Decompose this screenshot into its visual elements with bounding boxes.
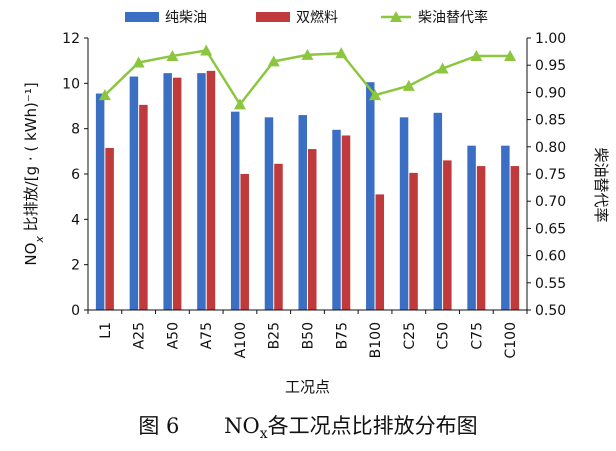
legend-swatch [125, 12, 159, 22]
x-axis-title: 工况点 [285, 378, 330, 396]
marker-substitution-rate [267, 55, 280, 67]
legend-swatch [256, 12, 290, 22]
bar-dual-fuel [274, 163, 283, 310]
y-tick-label: 10 [62, 76, 80, 92]
bar-dual-fuel [510, 166, 520, 310]
x-tick-label: A100 [233, 322, 249, 358]
bar-dual-fuel [139, 104, 148, 310]
caption-main: NO [224, 414, 260, 438]
bar-pure-diesel [163, 73, 172, 310]
x-tick-label: B100 [368, 322, 384, 358]
x-tick-label: A75 [199, 322, 215, 349]
chart: 纯柴油 双燃料 柴油替代率 0246810120.500.550.600.650.7… [22, 9, 610, 396]
marker-substitution-rate [436, 62, 449, 74]
marker-substitution-rate [470, 49, 483, 61]
bar-pure-diesel [332, 129, 341, 310]
y2-tick-label: 0.95 [535, 58, 566, 74]
y2-tick-label: 1.00 [535, 31, 566, 47]
bar-dual-fuel [105, 147, 114, 310]
x-tick-label: C75 [469, 322, 485, 350]
legend-marker [390, 11, 402, 22]
bar-pure-diesel [264, 117, 274, 310]
y2-tick-label: 0.55 [535, 276, 566, 292]
x-tick-label: B25 [267, 322, 283, 349]
caption-figure-number: 图 6 [138, 414, 180, 438]
bar-dual-fuel [375, 194, 385, 310]
bar-pure-diesel [399, 117, 409, 310]
y-axis-title-sub: x [33, 236, 46, 244]
legend: 纯柴油 双燃料 柴油替代率 [125, 9, 488, 26]
y-axis-title-rest: 比排放/[g · ( kWh)⁻¹] [22, 82, 40, 236]
y2-tick-label: 0.75 [535, 167, 566, 183]
caption-sub: x [259, 426, 268, 443]
marker-substitution-rate [233, 98, 246, 110]
axes: 0 2 4 6 8 10 12 0.50 0.55 0.60 0.65 0.70 0.75 0.80 0.8… [22, 31, 610, 396]
bar-dual-fuel [206, 70, 216, 310]
y2-tick-label: 0.50 [535, 303, 566, 319]
x-tick-label: L1 [98, 322, 114, 339]
y-tick-label: 12 [62, 31, 80, 47]
y2-tick-label: 0.65 [535, 221, 566, 237]
y-axis-title: NOx 比排放/[g · ( kWh)⁻¹] [22, 82, 46, 265]
y-axis-title-main: NO [22, 243, 40, 266]
bar-dual-fuel [409, 172, 418, 310]
figure-caption: 图 6 NOx 各工况点比排放分布图 [0, 410, 616, 442]
bar-dual-fuel [476, 166, 486, 310]
x-tick-label: C50 [436, 322, 452, 350]
legend-label: 柴油替代率 [418, 9, 488, 26]
y-tick-label: 4 [71, 212, 80, 228]
marker-substitution-rate [98, 89, 111, 101]
bar-dual-fuel [240, 174, 249, 310]
y2-tick-label: 0.80 [535, 140, 566, 156]
x-tick-label: C100 [503, 322, 519, 359]
bar-dual-fuel [308, 149, 317, 310]
x-tick-label: A50 [165, 322, 181, 349]
x-tick-label: A25 [132, 322, 148, 349]
marker-substitution-rate [301, 48, 314, 60]
y2-tick-label: 0.60 [535, 249, 566, 265]
y2-tick-label: 0.90 [535, 85, 566, 101]
bar-dual-fuel [443, 160, 452, 310]
bar-pure-diesel [95, 93, 105, 311]
bar-pure-diesel [298, 115, 307, 310]
legend-label: 双燃料 [296, 9, 338, 26]
marker-substitution-rate [166, 49, 179, 61]
y-tick-label: 0 [71, 303, 80, 319]
marker-substitution-rate [335, 47, 348, 59]
bar-pure-diesel [129, 76, 139, 311]
plot-area [95, 44, 520, 311]
caption-text: NOx 各工况点比排放分布图 [224, 410, 478, 442]
y-tick-label: 8 [71, 122, 80, 138]
legend-label: 纯柴油 [165, 10, 207, 26]
bar-pure-diesel [467, 145, 476, 310]
y2-axis-title: 柴油替代率 [592, 147, 610, 222]
bar-pure-diesel [366, 82, 375, 310]
marker-substitution-rate [200, 44, 213, 56]
bar-pure-diesel [230, 111, 240, 311]
x-tick-label: B75 [334, 322, 350, 349]
bar-pure-diesel [501, 145, 510, 310]
x-tick-label: C25 [402, 322, 418, 350]
bar-dual-fuel [172, 77, 182, 311]
y2-tick-label: 0.70 [535, 194, 566, 210]
y2-tick-label: 0.85 [535, 113, 566, 129]
bar-pure-diesel [433, 112, 443, 310]
y-tick-label: 6 [71, 167, 80, 183]
bar-dual-fuel [341, 135, 351, 310]
caption-rest: 各工况点比排放分布图 [267, 414, 478, 438]
marker-substitution-rate [369, 89, 382, 101]
marker-substitution-rate [132, 56, 145, 68]
marker-substitution-rate [402, 79, 415, 91]
x-tick-label: B50 [301, 322, 317, 349]
bar-pure-diesel [197, 73, 206, 310]
y-tick-label: 2 [71, 258, 80, 274]
marker-substitution-rate [504, 49, 517, 61]
